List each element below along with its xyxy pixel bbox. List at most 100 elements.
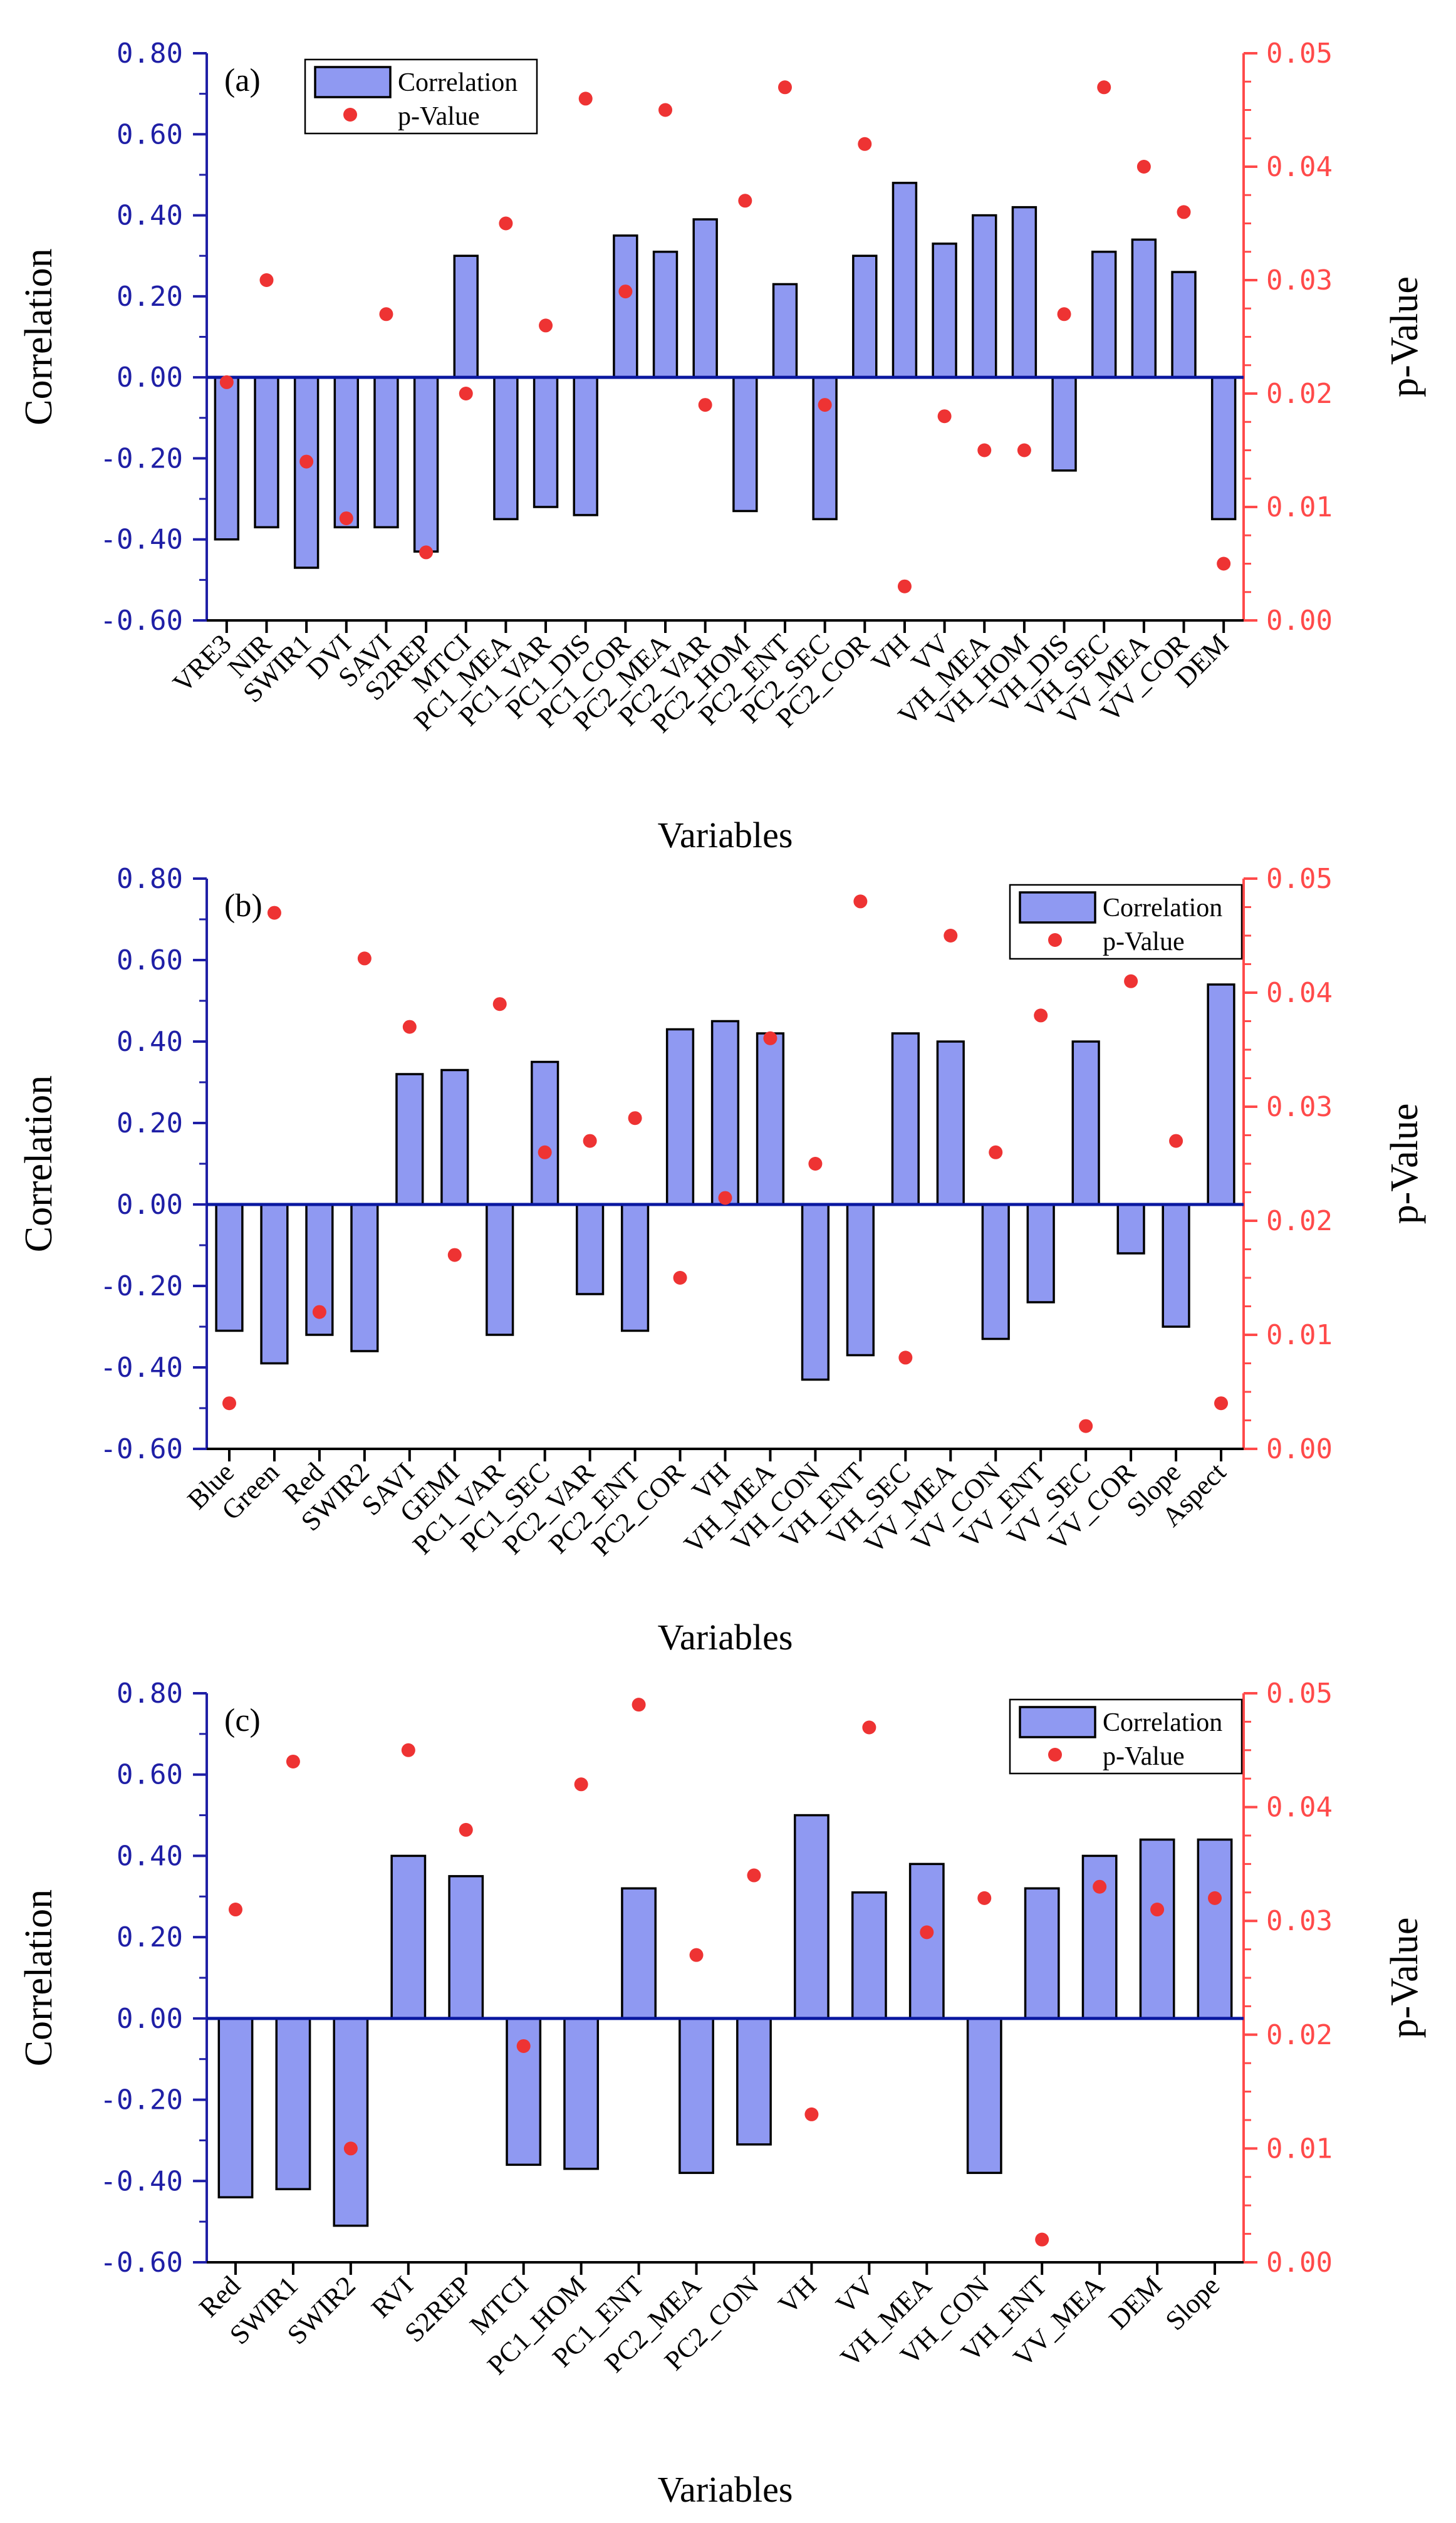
p-value-point: [818, 398, 832, 412]
p-value-point: [222, 1396, 236, 1411]
p-value-point: [459, 1822, 473, 1837]
left-y-tick-label: 0.00: [117, 362, 183, 394]
p-value-point: [1136, 160, 1151, 174]
left-y-tick-label: 0.80: [117, 1678, 183, 1710]
p-value-point: [804, 2107, 819, 2121]
x-tick-label: DEM: [1103, 2270, 1168, 2335]
p-value-point: [574, 1777, 588, 1792]
right-y-tick-label: 0.05: [1266, 38, 1333, 70]
correlation-bar: [1091, 251, 1117, 379]
correlation-bar: [448, 1875, 484, 2020]
correlation-bar: [395, 1073, 424, 1206]
p-value-point: [944, 929, 958, 943]
correlation-bar: [966, 2017, 1002, 2175]
y-axis-title: Correlation: [18, 1889, 60, 2066]
correlation-bar: [772, 283, 798, 379]
left-y-tick-label: 0.40: [117, 1840, 183, 1872]
correlation-bar: [1210, 376, 1237, 521]
correlation-bar: [665, 1028, 695, 1206]
right-y-tick-label: 0.01: [1266, 2133, 1333, 2165]
correlation-bar: [373, 376, 399, 529]
correlation-bar: [214, 376, 240, 541]
left-y-tick-label: -0.20: [100, 1270, 183, 1302]
correlation-bar: [493, 376, 519, 521]
right-y-tick-label: 0.00: [1266, 2247, 1333, 2279]
p-value-point: [267, 906, 281, 920]
p-value-point: [1124, 974, 1138, 988]
p-value-point: [583, 1134, 597, 1148]
legend-label-pvalue: p-Value: [398, 102, 480, 131]
correlation-bar: [1116, 1203, 1145, 1255]
correlation-bar: [972, 214, 997, 379]
p-value-point: [658, 103, 673, 117]
p-value-point: [459, 387, 473, 400]
correlation-bar: [1051, 376, 1077, 472]
p-value-point: [937, 409, 952, 424]
correlation-bar: [846, 1203, 875, 1357]
correlation-bar: [573, 376, 598, 516]
p-value-point: [492, 997, 507, 1011]
x-axis-title: Variables: [658, 1617, 793, 1658]
correlation-bar: [756, 1032, 785, 1206]
correlation-bar: [1011, 206, 1037, 379]
legend-label-pvalue: p-Value: [1103, 1742, 1185, 1771]
p-value-point: [419, 545, 434, 560]
legend-label-correlation: Correlation: [1103, 894, 1222, 922]
correlation-bar: [1026, 1203, 1055, 1303]
p-value-point: [1093, 1879, 1107, 1894]
y2-axis-title: p-Value: [1383, 276, 1426, 397]
p-value-point: [689, 1948, 704, 1962]
left-y-tick-label: -0.40: [100, 1352, 183, 1384]
x-tick-label: Slope: [1160, 2270, 1226, 2336]
correlation-bar: [621, 1887, 657, 2020]
correlation-bar: [932, 243, 957, 379]
p-value-point: [618, 285, 633, 299]
correlation-bar: [531, 1060, 559, 1206]
p-value-point: [1214, 1396, 1229, 1411]
p-value-point: [1169, 1134, 1183, 1148]
p-value-point: [299, 454, 314, 469]
p-value-point: [379, 307, 393, 321]
p-value-point: [858, 137, 872, 151]
chart-panel-3: -0.60 -0.40 -0.20 0.00 0.20 0.40 0.60 0.80 0.00 0…: [18, 1678, 1426, 2510]
left-y-tick-label: -0.40: [100, 524, 183, 556]
left-y-tick-label: 0.60: [117, 1759, 183, 1791]
correlation-bar: [710, 1020, 740, 1206]
p-value-point: [977, 443, 992, 457]
correlation-bar: [1139, 1838, 1175, 2020]
p-value-point: [402, 1020, 417, 1034]
y-axis-title: Correlation: [18, 248, 60, 425]
p-value-point: [1079, 1419, 1093, 1433]
correlation-bar: [576, 1203, 605, 1295]
correlation-bar: [440, 1068, 469, 1206]
left-y-tick-label: -0.60: [100, 2247, 183, 2279]
right-y-tick-label: 0.01: [1266, 1319, 1333, 1351]
left-y-tick-label: 0.60: [117, 118, 183, 150]
p-value-point: [1217, 556, 1231, 571]
correlation-bar: [390, 1854, 427, 2020]
correlation-bar: [1131, 238, 1157, 379]
left-y-tick-label: 0.40: [117, 1026, 183, 1058]
p-value-point: [989, 1145, 1003, 1159]
p-value-point: [401, 1743, 415, 1757]
p-value-point: [763, 1031, 777, 1045]
p-value-point: [632, 1698, 646, 1712]
p-value-point: [578, 91, 593, 106]
correlation-bar: [891, 1032, 920, 1206]
x-tick-label: VV: [830, 2270, 880, 2320]
correlation-bar: [1197, 1838, 1233, 2020]
legend: Correlation p-Value: [1009, 1698, 1243, 1775]
correlation-bar: [413, 376, 439, 553]
p-value-point: [747, 1868, 761, 1883]
right-y-tick-label: 0.03: [1266, 1091, 1333, 1123]
correlation-bar: [217, 2017, 254, 2198]
p-value-point: [1097, 80, 1111, 95]
y2-axis-title: p-Value: [1383, 1918, 1426, 2039]
correlation-bar: [679, 2017, 714, 2175]
p-value-point: [897, 579, 912, 593]
legend-bar-swatch: [1019, 1706, 1096, 1738]
correlation-bar: [613, 234, 638, 379]
p-value-point: [259, 273, 274, 287]
right-y-tick-label: 0.05: [1266, 1678, 1333, 1710]
correlation-bar: [652, 251, 679, 379]
